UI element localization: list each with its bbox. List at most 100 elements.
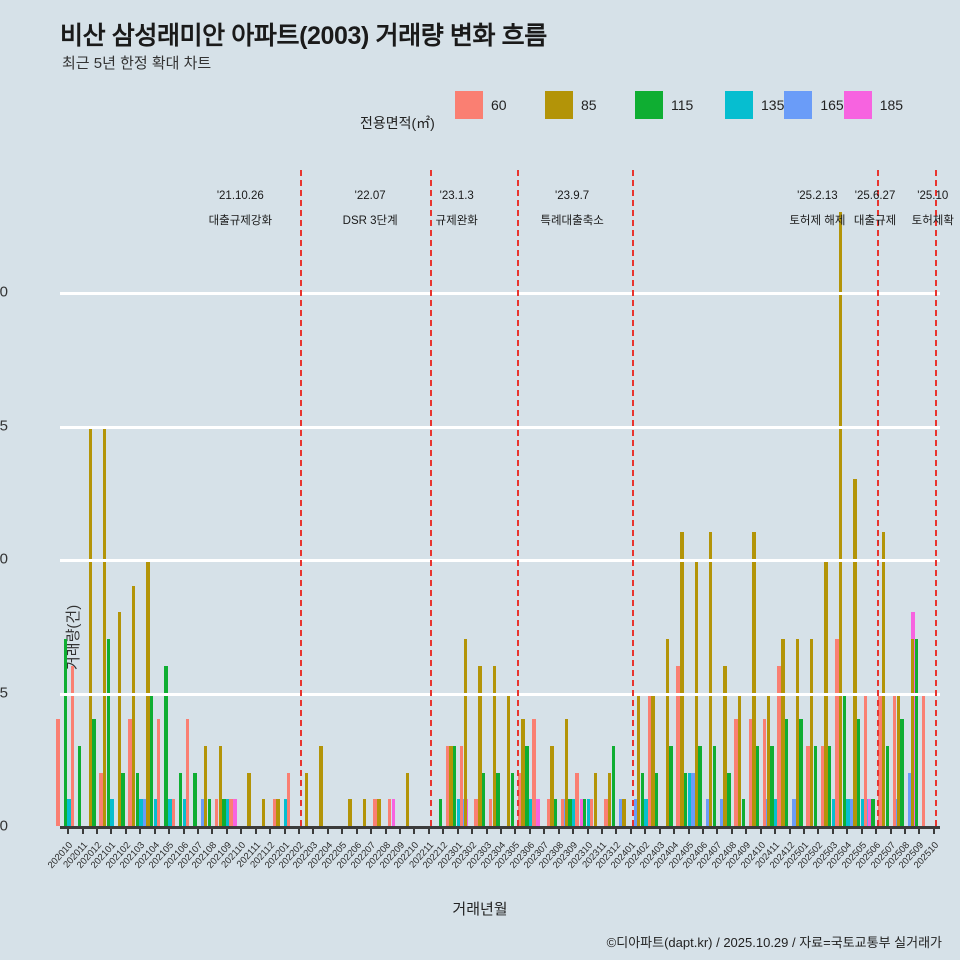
- bar: [575, 772, 579, 826]
- legend-item-60[interactable]: 60: [455, 90, 545, 120]
- bar: [474, 799, 478, 826]
- bar: [135, 772, 140, 826]
- bar: [579, 799, 583, 826]
- bar: [907, 772, 912, 826]
- bar: [835, 639, 839, 826]
- x-tick: [168, 826, 171, 834]
- bar: [568, 799, 572, 826]
- bar: [550, 745, 554, 826]
- x-tick: [802, 826, 805, 834]
- legend-item-label: 185: [879, 97, 904, 113]
- legend-item-185[interactable]: 185: [843, 90, 904, 120]
- y-tick-label: 20: [0, 283, 8, 301]
- bar: [204, 745, 208, 826]
- chart-subtitle: 최근 5년 한정 확대 차트: [62, 55, 212, 72]
- bar: [647, 692, 651, 826]
- x-tick: [644, 826, 647, 834]
- event-date-label: '25.10: [917, 190, 949, 202]
- x-tick: [283, 826, 286, 834]
- bar: [481, 772, 486, 826]
- x-tick: [312, 826, 315, 834]
- event-marker-line: [516, 170, 519, 826]
- bar: [589, 799, 594, 826]
- x-tick: [139, 826, 142, 834]
- legend-title: 전용면적(㎡): [360, 115, 435, 131]
- bar: [391, 799, 396, 826]
- bar: [741, 799, 745, 826]
- bar: [885, 745, 890, 826]
- x-tick: [67, 826, 70, 834]
- bar: [792, 799, 796, 826]
- bar: [777, 665, 781, 826]
- x-tick: [298, 826, 301, 834]
- bar: [846, 799, 850, 826]
- bar: [63, 639, 67, 826]
- legend-swatch-icon: [545, 91, 573, 119]
- bar: [488, 799, 493, 826]
- x-tick: [846, 826, 849, 834]
- event-date-label: '21.10.26: [216, 190, 264, 202]
- bar: [507, 692, 511, 826]
- bar: [193, 772, 197, 826]
- x-tick: [110, 826, 113, 834]
- bar: [809, 639, 814, 826]
- bar: [496, 772, 500, 826]
- event-marker-line: [935, 170, 938, 826]
- x-axis-title: 거래년월: [452, 901, 508, 918]
- bar: [813, 745, 818, 826]
- x-tick: [427, 826, 430, 834]
- x-tick: [875, 826, 878, 834]
- x-tick: [240, 826, 243, 834]
- bar: [611, 745, 616, 826]
- bar: [185, 719, 190, 826]
- x-tick: [528, 826, 531, 834]
- bar: [103, 425, 107, 826]
- bar: [863, 692, 868, 826]
- bar: [665, 639, 670, 826]
- bar: [644, 799, 648, 826]
- x-tick: [456, 826, 459, 834]
- legend-item-135[interactable]: 135: [725, 90, 784, 120]
- bar: [168, 799, 172, 826]
- event-name-label: 토허제 해제: [789, 215, 846, 227]
- x-tick: [932, 826, 935, 834]
- x-tick: [96, 826, 99, 834]
- bar: [286, 772, 291, 826]
- bar: [247, 772, 251, 826]
- legend-item-115[interactable]: 115: [635, 90, 725, 120]
- bar: [853, 478, 857, 826]
- bar: [781, 639, 785, 826]
- plot-area: 거래량(건): [56, 170, 940, 829]
- legend-item-165[interactable]: 165: [784, 90, 844, 120]
- legend-item-label: 115: [671, 97, 694, 113]
- event-date-label: '25.6.27: [854, 190, 896, 202]
- bar: [654, 772, 659, 826]
- event-name-label: 특례대출축소: [540, 215, 604, 227]
- bar: [727, 772, 731, 826]
- event-marker-line: [300, 170, 303, 826]
- bar: [276, 799, 280, 826]
- bar: [582, 799, 587, 826]
- bar: [150, 692, 154, 826]
- x-tick: [774, 826, 777, 834]
- bar: [92, 719, 96, 826]
- bar: [233, 799, 237, 826]
- x-tick: [629, 826, 632, 834]
- bar: [712, 745, 717, 826]
- x-tick: [918, 826, 921, 834]
- event-date-label: '23.1.3: [439, 190, 474, 202]
- legend-swatch-icon: [784, 91, 813, 119]
- bar: [438, 799, 442, 826]
- bar: [110, 799, 114, 826]
- y-tick-label: 15: [0, 417, 8, 434]
- bar: [910, 639, 915, 826]
- bar: [622, 799, 626, 826]
- x-tick: [557, 826, 560, 834]
- x-tick: [860, 826, 863, 834]
- bar: [691, 772, 695, 826]
- x-tick: [615, 826, 618, 834]
- event-name-label: DSR 3단계: [342, 215, 398, 227]
- legend-item-85[interactable]: 85: [545, 90, 635, 120]
- event-name-label: 대출규제강화: [208, 215, 273, 227]
- x-tick: [658, 826, 661, 834]
